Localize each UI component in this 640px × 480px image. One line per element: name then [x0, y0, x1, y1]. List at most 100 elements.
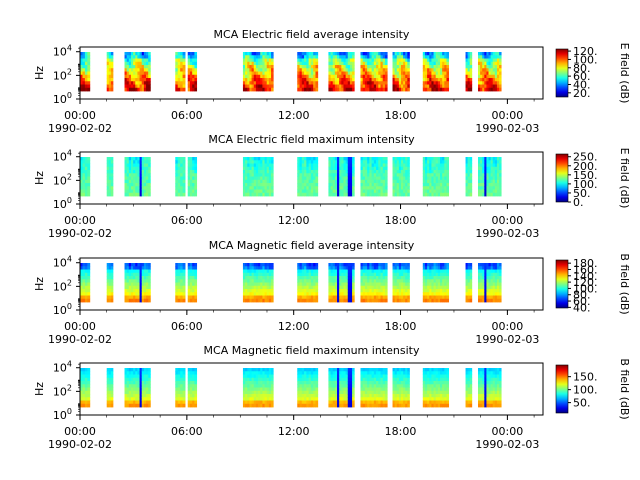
- spectrogram-cell: [313, 84, 316, 89]
- spectrogram-cell: [110, 186, 114, 190]
- spectrogram-cell: [143, 52, 147, 56]
- spectrogram-cell: [380, 179, 384, 184]
- spectrogram-cell: [148, 52, 151, 56]
- spectrogram-cell: [469, 173, 473, 177]
- spectrogram-cell: [376, 52, 379, 56]
- spectrogram-cell: [315, 374, 319, 379]
- spectrogram-cell: [435, 61, 439, 66]
- spectrogram-cell: [266, 400, 270, 405]
- spectrogram-cell: [255, 189, 259, 194]
- spectrogram-cell: [139, 266, 143, 270]
- spectrogram-cell: [133, 289, 136, 293]
- spectrogram-cell: [135, 285, 138, 290]
- spectrogram-cell: [310, 68, 314, 72]
- spectrogram-cell: [299, 374, 303, 379]
- spectrogram-cell: [271, 65, 274, 69]
- spectrogram-cell: [352, 173, 355, 177]
- spectrogram-cell: [384, 87, 388, 92]
- spectrogram-cell: [431, 160, 434, 164]
- spectrogram-cell: [82, 65, 86, 69]
- spectrogram-cell: [347, 292, 351, 296]
- x-tick-label: 00:00: [492, 320, 524, 333]
- spectrogram-cell: [182, 403, 186, 408]
- spectrogram-cell: [384, 266, 388, 270]
- spectrogram-cell: [480, 78, 483, 82]
- spectrogram-cell: [362, 68, 366, 72]
- spectrogram-cell: [465, 81, 469, 85]
- spectrogram-cell: [262, 263, 265, 267]
- spectrogram-cell: [380, 173, 384, 177]
- spectrogram-cell: [177, 65, 181, 69]
- spectrogram-cell: [427, 81, 430, 85]
- spectrogram-cell: [126, 272, 130, 277]
- spectrogram-cell: [251, 269, 255, 274]
- spectrogram-cell: [373, 279, 377, 283]
- spectrogram-cell: [341, 87, 344, 92]
- spectrogram-cell: [258, 183, 261, 187]
- spectrogram-cell: [139, 371, 143, 375]
- spectrogram-cell: [330, 71, 334, 76]
- spectrogram-cell: [384, 192, 388, 197]
- spectrogram-cell: [334, 68, 338, 72]
- spectrogram-cell: [446, 269, 450, 274]
- spectrogram-cell: [349, 68, 353, 72]
- spectrogram-cell: [128, 183, 132, 187]
- spectrogram-cell: [187, 157, 191, 161]
- spectrogram-cell: [180, 390, 184, 395]
- spectrogram-cell: [304, 74, 307, 79]
- spectrogram-cell: [478, 52, 481, 56]
- spectrogram-cell: [194, 183, 198, 187]
- spectrogram-cell: [343, 163, 347, 168]
- spectrogram-cell: [297, 87, 300, 92]
- spectrogram-cell: [384, 295, 388, 300]
- spectrogram-cell: [480, 58, 483, 63]
- spectrogram-cell: [384, 279, 388, 283]
- spectrogram-cell: [424, 298, 428, 303]
- spectrogram-cell: [299, 263, 303, 267]
- spectrogram-cell: [143, 272, 147, 277]
- spectrogram-cell: [245, 272, 248, 277]
- spectrogram-cell: [124, 377, 128, 382]
- spectrogram-cell: [380, 157, 384, 161]
- spectrogram-cell: [106, 160, 110, 164]
- spectrogram-cell: [433, 55, 437, 59]
- spectrogram-cell: [124, 263, 128, 267]
- spectrogram-cell: [80, 377, 83, 382]
- spectrogram-cell: [373, 68, 377, 72]
- spectrogram-cell: [352, 269, 355, 274]
- spectrogram-cell: [437, 55, 441, 59]
- spectrogram-cell: [315, 295, 319, 300]
- spectrogram-cell: [337, 74, 340, 79]
- spectrogram-cell: [437, 84, 441, 89]
- spectrogram-cell: [369, 282, 373, 287]
- spectrogram-cell: [255, 183, 259, 187]
- spectrogram-cell: [349, 58, 353, 63]
- spectrogram-cell: [271, 52, 274, 56]
- spectrogram-cell: [392, 87, 396, 92]
- spectrogram-cell: [128, 394, 132, 398]
- spectrogram-cell: [371, 166, 375, 171]
- spectrogram-cell: [362, 163, 366, 168]
- data-block: [422, 52, 450, 92]
- spectrogram-cell: [297, 371, 300, 375]
- spectrogram-cell: [137, 269, 140, 274]
- spectrogram-cell: [146, 285, 149, 290]
- spectrogram-cell: [337, 289, 340, 293]
- spectrogram-cell: [135, 170, 138, 174]
- spectrogram-cell: [349, 292, 353, 296]
- spectrogram-cell: [260, 387, 263, 392]
- spectrogram-cell: [106, 55, 110, 59]
- spectrogram-cell: [347, 160, 351, 164]
- spectrogram-cell: [396, 170, 400, 174]
- spectrogram-cell: [486, 71, 489, 76]
- spectrogram-cell: [182, 78, 186, 82]
- spectrogram-cell: [143, 263, 147, 267]
- spectrogram-cell: [364, 390, 368, 395]
- spectrogram-cell: [490, 282, 494, 287]
- spectrogram-cell: [424, 170, 428, 174]
- spectrogram-cell: [106, 384, 110, 388]
- spectrogram-cell: [494, 186, 498, 190]
- spectrogram-cell: [480, 295, 483, 300]
- spectrogram-cell: [310, 84, 314, 89]
- spectrogram-cell: [143, 285, 147, 290]
